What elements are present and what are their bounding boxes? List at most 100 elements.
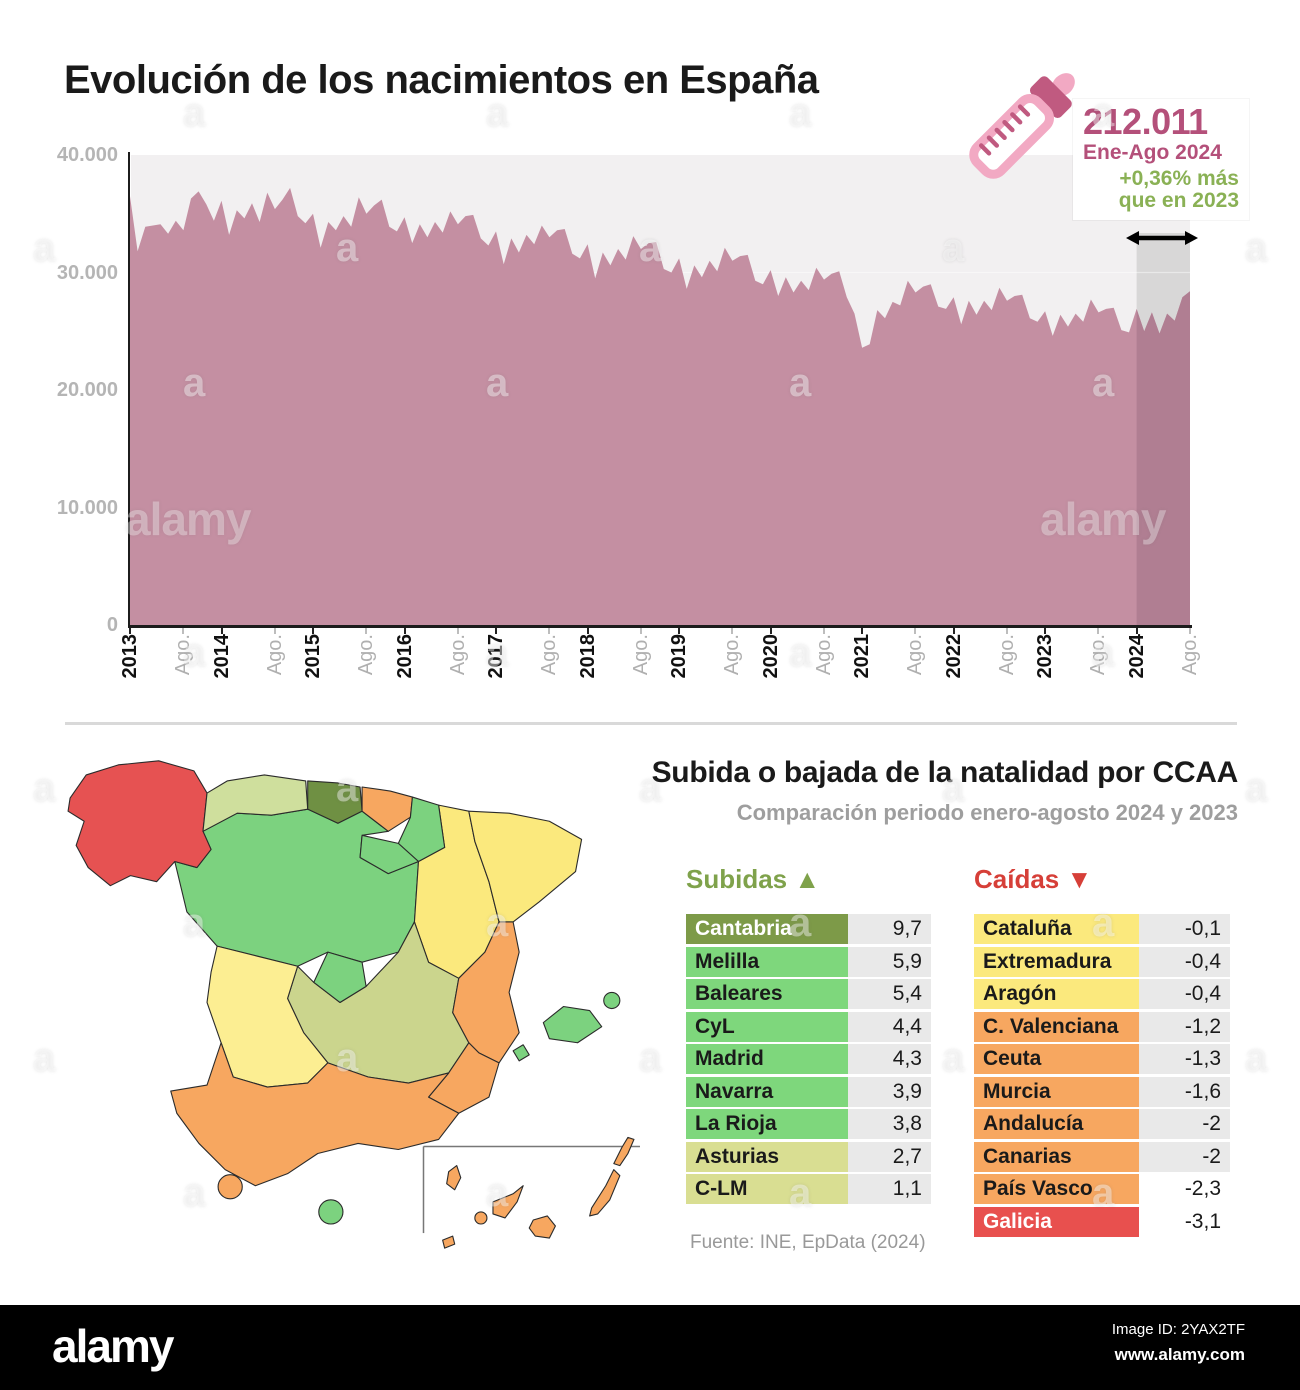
region-label: Extremadura — [974, 946, 1139, 977]
watermark-letter: a — [639, 1036, 662, 1080]
x-tick-mark — [548, 628, 551, 634]
bottle-body — [969, 93, 1055, 179]
region-label: Navarra — [686, 1076, 848, 1107]
x-tick-mark — [1097, 628, 1100, 634]
x-tick-label-year: 2013 — [119, 634, 141, 679]
x-tick-label-month: Ago. — [355, 634, 378, 676]
map-region-baleares — [603, 991, 621, 1010]
x-tick-label-month: Ago. — [446, 634, 469, 676]
x-tick-label-month: Ago. — [995, 634, 1018, 676]
table-row: C. Valenciana -1,2 — [974, 1011, 1230, 1042]
baby-bottle-icon — [969, 73, 1075, 179]
region-label: Cantabria — [686, 914, 848, 944]
region-value: -1,3 — [1139, 1044, 1230, 1074]
watermark-letter: a — [789, 631, 812, 675]
region-label: Cataluña — [974, 914, 1139, 944]
subidas-header-label: Subidas — [686, 864, 788, 894]
x-tick-mark — [914, 628, 917, 634]
y-axis-line — [128, 152, 130, 627]
spain-ccaa-choropleth-map — [67, 760, 640, 1249]
x-tick-label-year: 2015 — [302, 634, 325, 679]
map-region-cataluna — [468, 810, 583, 923]
region-value: 2,7 — [848, 1141, 931, 1172]
x-tick-label-month: Ago. — [263, 634, 286, 676]
map-region-canarias — [613, 1136, 635, 1167]
bottle-cap — [1029, 76, 1072, 119]
map-region-la-rioja — [359, 834, 420, 875]
watermark-letter: a — [1245, 766, 1268, 810]
region-value: 4,4 — [848, 1011, 931, 1042]
table-row: CyL 4,4 — [686, 1011, 931, 1042]
alamy-site: www.alamy.com — [1114, 1345, 1245, 1364]
table-row: Asturias 2,7 — [686, 1141, 931, 1172]
x-tick-mark — [1005, 628, 1008, 634]
x-tick-mark — [769, 628, 772, 634]
region-value: 3,9 — [848, 1076, 931, 1107]
x-tick-mark — [129, 628, 131, 634]
range-arrow-icon — [1126, 231, 1198, 245]
section-subtitle: Comparación periodo enero-agosto 2024 y … — [736, 800, 1238, 825]
bottle-measure-ticks — [978, 104, 1031, 156]
births-area-highlight-segment — [1136, 291, 1190, 625]
map-region-canarias — [528, 1215, 556, 1239]
subidas-header: Subidas ▲ — [686, 864, 820, 895]
x-tick-mark — [822, 628, 825, 634]
up-triangle-icon: ▲ — [794, 864, 821, 894]
x-tick-mark — [456, 628, 459, 634]
source-note: Fuente: INE, EpData (2024) — [690, 1232, 926, 1253]
map-region-castilla-y-leon — [174, 808, 420, 967]
x-tick-label-year: 2020 — [759, 634, 782, 679]
table-row: Navarra 3,9 — [686, 1076, 931, 1107]
region-label: Ceuta — [974, 1044, 1139, 1074]
table-row: Madrid 4,3 — [686, 1044, 931, 1074]
table-row: Extremadura -0,4 — [974, 946, 1230, 977]
section-title: Subida o bajada de la natalidad por CCAA — [651, 756, 1239, 789]
map-region-baleares — [512, 1044, 530, 1062]
x-tick-mark — [731, 628, 734, 634]
map-region-madrid — [313, 951, 367, 1004]
alamy-footer-bar: alamy Image ID: 2YAX2TF www.alamy.com — [0, 1305, 1300, 1390]
region-value: 1,1 — [848, 1174, 931, 1204]
x-tick-label-month: Ago. — [904, 634, 927, 676]
y-tick-label: 40.000 — [56, 144, 118, 166]
x-tick-mark — [952, 628, 955, 634]
x-tick-label-year: 2024 — [1125, 634, 1148, 679]
table-row: Andalucía -2 — [974, 1109, 1230, 1139]
x-tick-label-year: 2014 — [210, 634, 233, 679]
x-tick-label-year: 2018 — [576, 634, 599, 679]
map-region-canarias — [474, 1211, 488, 1225]
badge-total-value: 212.011 — [1083, 101, 1208, 142]
x-tick-mark — [639, 628, 642, 634]
y-tick-label: 20.000 — [56, 379, 118, 401]
x-tick-mark — [1135, 628, 1138, 634]
x-tick-mark — [495, 628, 498, 634]
region-value: 5,9 — [848, 946, 931, 977]
watermark-letter: a — [1245, 1036, 1268, 1080]
x-tick-label-year: 2022 — [942, 634, 965, 679]
map-region-canarias — [442, 1235, 456, 1249]
badge-delta: +0,36% más que en 2023 — [1083, 167, 1241, 213]
region-value: -1,6 — [1139, 1076, 1230, 1107]
table-row: Cataluña -0,1 — [974, 914, 1230, 944]
x-tick-label-month: Ago. — [172, 634, 195, 676]
badge-period: Ene-Ago 2024 — [1083, 140, 1222, 164]
map-region-baleares — [542, 1005, 603, 1044]
map-region-ceuta — [217, 1174, 243, 1200]
x-tick-mark — [182, 628, 185, 634]
x-tick-label-month: Ago. — [629, 634, 652, 676]
x-tick-label-year: 2023 — [1034, 634, 1057, 679]
x-tick-mark — [220, 628, 223, 634]
region-label: Madrid — [686, 1044, 848, 1074]
caidas-header: Caídas ▼ — [974, 864, 1092, 895]
region-label: Melilla — [686, 946, 848, 977]
table-row: C-LM 1,1 — [686, 1174, 931, 1204]
x-tick-label-year: 2021 — [851, 634, 874, 679]
watermark-letter: a — [942, 1036, 965, 1080]
map-region-melilla — [318, 1199, 344, 1225]
map-region-galicia — [67, 760, 212, 887]
x-tick-label-month: Ago. — [538, 634, 561, 676]
x-tick-mark — [678, 628, 681, 634]
highlight-badge: 212.011 Ene-Ago 2024 +0,36% más que en 2… — [1073, 99, 1249, 221]
region-label: Aragón — [974, 979, 1139, 1009]
map-region-canarias — [492, 1185, 524, 1219]
